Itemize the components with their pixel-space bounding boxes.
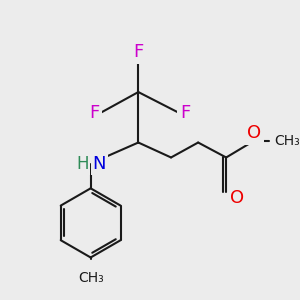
Text: CH₃: CH₃ [274,134,300,148]
Text: F: F [180,103,190,122]
Text: H: H [76,155,89,173]
Text: CH₃: CH₃ [78,271,104,285]
Text: O: O [247,124,261,142]
Text: F: F [89,103,100,122]
Text: F: F [133,43,143,61]
Text: O: O [230,189,244,207]
Text: N: N [92,155,106,173]
